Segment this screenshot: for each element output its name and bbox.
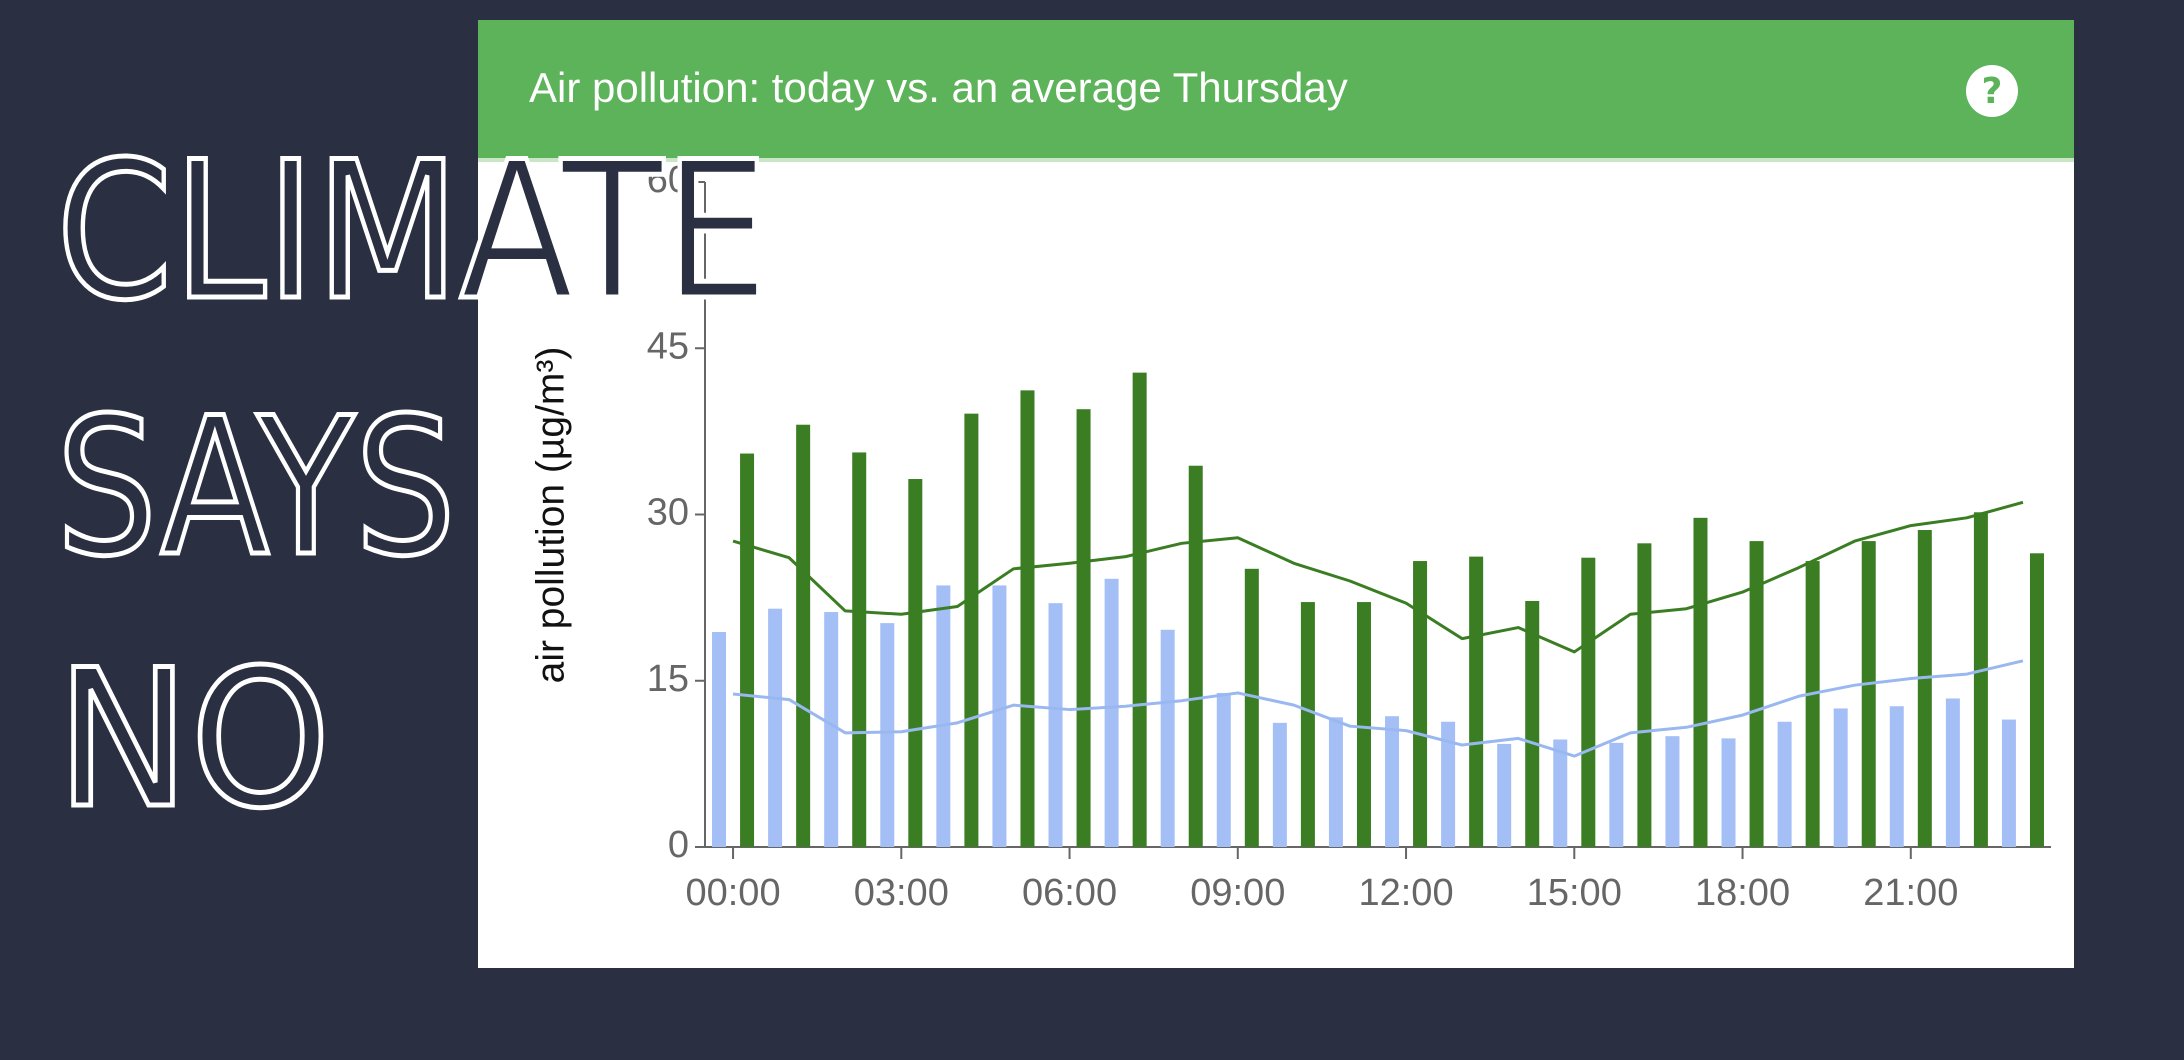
bar <box>1216 692 1231 847</box>
bar <box>824 612 839 847</box>
bar <box>1188 465 1203 847</box>
bar <box>1553 739 1568 847</box>
help-button[interactable] <box>1966 65 2018 117</box>
bar <box>1777 721 1792 847</box>
bar <box>1693 517 1708 847</box>
line <box>732 500 2024 654</box>
x-tick-label: 00:00 <box>685 872 780 914</box>
overlay: CLIMATE SAYS NO <box>54 119 772 853</box>
x-tick-label: 21:00 <box>1863 872 1958 914</box>
y-tick-label: 45 <box>647 325 689 367</box>
bar <box>1973 512 1988 847</box>
y-tick-label: 0 <box>668 824 689 866</box>
bar <box>852 452 867 847</box>
bar <box>1469 556 1484 847</box>
x-tick-label: 12:00 <box>1358 872 1453 914</box>
bar <box>1917 530 1932 847</box>
bar <box>1076 409 1091 847</box>
y-tick-label: 60 <box>647 159 689 201</box>
bar <box>1132 372 1147 847</box>
overlay-text: NO <box>56 629 331 850</box>
bar <box>1889 706 1904 847</box>
bar <box>880 623 895 847</box>
bar <box>2001 719 2016 847</box>
bar <box>1244 568 1259 847</box>
bar <box>1020 390 1035 847</box>
x-tick-label: 15:00 <box>1527 872 1622 914</box>
overlay-text: SAYS <box>56 377 456 598</box>
bar <box>1833 708 1848 847</box>
help-icon[interactable]: ? <box>1982 71 2003 112</box>
bar <box>712 631 727 847</box>
x-tick-label: 03:00 <box>854 872 949 914</box>
bar <box>1328 717 1343 847</box>
y-tick-label: 30 <box>647 492 689 534</box>
bar <box>796 424 811 847</box>
x-tick-label: 18:00 <box>1695 872 1790 914</box>
panel-header <box>478 20 2074 160</box>
bar <box>1525 600 1540 847</box>
overlay-text: CLIMATE <box>56 121 769 342</box>
chart-title: Air pollution: today vs. an average Thur… <box>529 64 1348 111</box>
bar <box>1385 716 1400 847</box>
line <box>732 659 2024 758</box>
bar <box>964 413 979 847</box>
bar <box>1413 561 1428 847</box>
bar <box>1441 721 1456 847</box>
bar <box>1581 557 1596 847</box>
y-tick-label: 15 <box>647 658 689 700</box>
bar <box>1609 742 1624 847</box>
bar <box>740 453 755 847</box>
bar <box>1665 736 1680 847</box>
bar <box>936 585 951 847</box>
bar <box>908 479 923 847</box>
bar <box>1721 738 1736 847</box>
bar <box>1160 629 1175 847</box>
bar <box>1749 541 1764 847</box>
bar <box>768 608 783 847</box>
bar <box>1805 561 1820 847</box>
x-tick-label: 06:00 <box>1022 872 1117 914</box>
bar <box>1104 578 1119 847</box>
bar <box>1945 698 1960 847</box>
x-tick-label: 09:00 <box>1190 872 1285 914</box>
bar <box>1861 541 1876 847</box>
bar <box>1300 602 1315 847</box>
bar <box>1356 602 1371 847</box>
bar <box>1497 743 1512 847</box>
y-axis-label: air pollution (µg/m³) <box>529 347 572 684</box>
bar <box>2029 553 2044 847</box>
bar <box>1637 543 1652 847</box>
header-border <box>478 158 2074 162</box>
bar <box>992 585 1007 847</box>
bar <box>1048 603 1063 847</box>
bar <box>1272 722 1287 847</box>
plot: 0 15 30 45 60 00:00 03:00 06:00 09:00 12:00 15:00 1… <box>529 159 2051 914</box>
